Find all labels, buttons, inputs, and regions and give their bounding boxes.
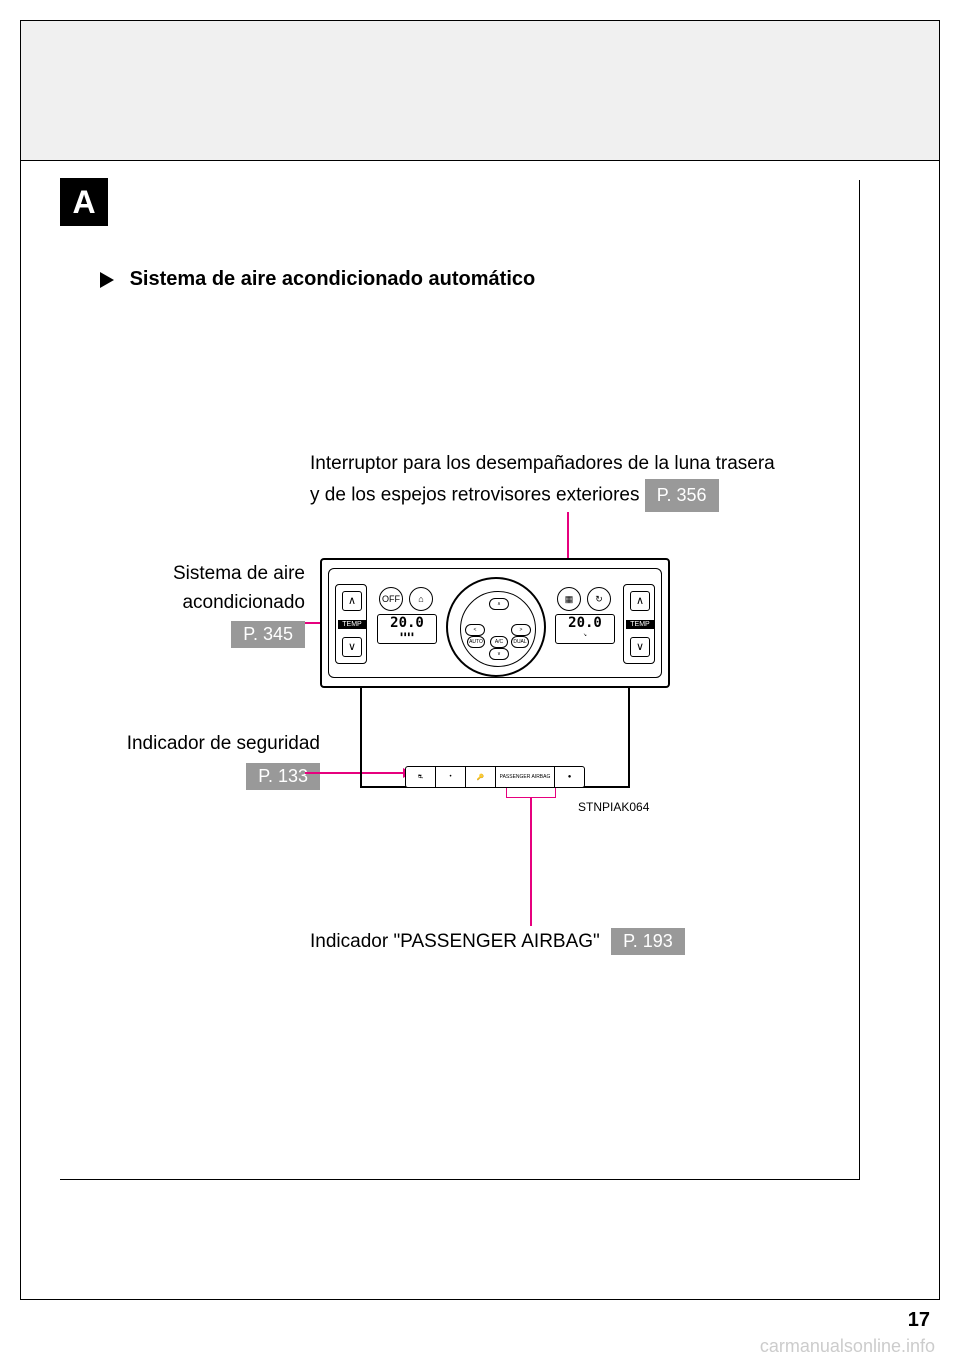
temp-down-right-icon: ∨ [630,637,650,657]
passenger-airbag-label: PASSENGER AIRBAG [496,767,555,787]
ac-control-diagram: ∧ TEMP ∨ ∧ TEMP ∨ OFF ⌂ ▦ ↻ 20.0 ▮▮▮▮ 20… [320,558,670,818]
callout-defogger-line2: y de los espejos retrovisores exteriores [310,484,639,505]
callout-ac-line1: Sistema de aire [135,560,305,589]
section-badge: A [60,178,108,226]
callout-security-line1: Indicador de seguridad [125,730,320,759]
ac-button: A/C [490,636,508,648]
defrost-front-icon: ⌂ [409,587,433,611]
triangle-bullet-icon [100,272,114,288]
page-number: 17 [908,1309,930,1332]
watermark: carmanualsonline.info [760,1336,935,1357]
recirculate-icon: ↻ [587,587,611,611]
callout-defogger-line1: Interruptor para los desempañadores de l… [310,450,870,479]
page-ref-ac[interactable]: P. 345 [231,621,305,648]
dial-up-icon: ∧ [489,598,509,610]
dial-down-icon: ∨ [489,648,509,660]
center-dial-inner: ∧ < > ∨ AUTO A/C DUAL [460,591,536,667]
ac-panel-inner: ∧ TEMP ∨ ∧ TEMP ∨ OFF ⌂ ▦ ↻ 20.0 ▮▮▮▮ 20… [328,568,662,678]
dual-button: DUAL [511,636,529,648]
temp-label-left: TEMP [338,620,366,629]
off-button-icon: OFF [379,587,403,611]
temp-label-right: TEMP [626,620,654,629]
dial-left-icon: < [465,624,485,636]
header-band [21,21,939,161]
diagram-code: STNPIAK064 [578,800,649,814]
defrost-rear-icon: ▦ [557,587,581,611]
callout-airbag: Indicador "PASSENGER AIRBAG" P. 193 [310,928,685,957]
security-led-icon: • [436,767,466,787]
center-dial: ∧ < > ∨ AUTO A/C DUAL [446,577,546,677]
temp-up-right-icon: ∧ [630,591,650,611]
page-ref-airbag[interactable]: P. 193 [611,928,685,955]
airbag-on-icon: ● [555,767,584,787]
temp-down-left-icon: ∨ [342,637,362,657]
dial-right-icon: > [511,624,531,636]
auto-button: AUTO [467,636,485,648]
page-ref-security[interactable]: P. 133 [246,763,320,790]
display-left-fan-icon: ▮▮▮▮ [378,631,436,639]
display-left: 20.0 ▮▮▮▮ [377,614,437,644]
callout-ac-line2: acondicionado [135,589,305,618]
callout-airbag-line1: Indicador "PASSENGER AIRBAG" [310,931,600,952]
display-right-mode-icon: ↘ [556,631,614,639]
temp-control-right: ∧ TEMP ∨ [623,584,655,664]
key-icon: 🔑 [466,767,496,787]
display-right: 20.0 ↘ [555,614,615,644]
temp-up-left-icon: ∧ [342,591,362,611]
title-text: Sistema de aire acondicionado automático [130,268,536,290]
page-ref-defogger[interactable]: P. 356 [645,479,719,512]
display-left-value: 20.0 [378,615,436,631]
temp-control-left: ∧ TEMP ∨ [335,584,367,664]
display-right-value: 20.0 [556,615,614,631]
seatbelt-icon: ⛐ [406,767,436,787]
callout-ac: Sistema de aire acondicionado P. 345 [135,560,305,648]
callout-security: Indicador de seguridad P. 133 [125,730,320,790]
section-title: Sistema de aire acondicionado automático [100,268,535,291]
callout-defogger-line2-row: y de los espejos retrovisores exteriores… [310,479,870,512]
callout-defogger: Interruptor para los desempañadores de l… [310,450,870,512]
indicator-strip: ⛐ • 🔑 PASSENGER AIRBAG ● [405,766,585,788]
